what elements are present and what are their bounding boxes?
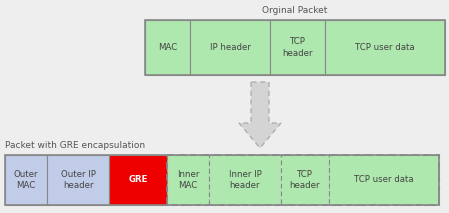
Text: Outer
MAC: Outer MAC xyxy=(14,170,38,190)
Bar xyxy=(5,155,439,205)
Text: Inner
MAC: Inner MAC xyxy=(177,170,199,190)
Bar xyxy=(47,155,109,205)
Bar xyxy=(190,20,270,75)
Text: TCP
header: TCP header xyxy=(290,170,320,190)
Text: Outer IP
header: Outer IP header xyxy=(61,170,96,190)
Bar xyxy=(145,20,190,75)
Text: TCP
header: TCP header xyxy=(282,37,313,58)
Bar xyxy=(329,155,439,205)
Text: TCP user data: TCP user data xyxy=(355,43,415,52)
Text: TCP user data: TCP user data xyxy=(354,176,414,184)
Bar xyxy=(145,20,445,75)
Polygon shape xyxy=(239,82,281,148)
Bar xyxy=(167,155,439,205)
Text: MAC: MAC xyxy=(158,43,177,52)
Text: IP header: IP header xyxy=(210,43,251,52)
Bar xyxy=(270,20,325,75)
Text: Orginal Packet: Orginal Packet xyxy=(262,6,328,15)
Bar xyxy=(209,155,281,205)
Text: Inner IP
header: Inner IP header xyxy=(229,170,261,190)
Bar xyxy=(5,155,47,205)
Bar xyxy=(325,20,445,75)
Text: Packet with GRE encapsulation: Packet with GRE encapsulation xyxy=(5,141,145,150)
Text: GRE: GRE xyxy=(128,176,148,184)
Bar xyxy=(167,155,209,205)
Bar xyxy=(281,155,329,205)
Bar xyxy=(109,155,167,205)
